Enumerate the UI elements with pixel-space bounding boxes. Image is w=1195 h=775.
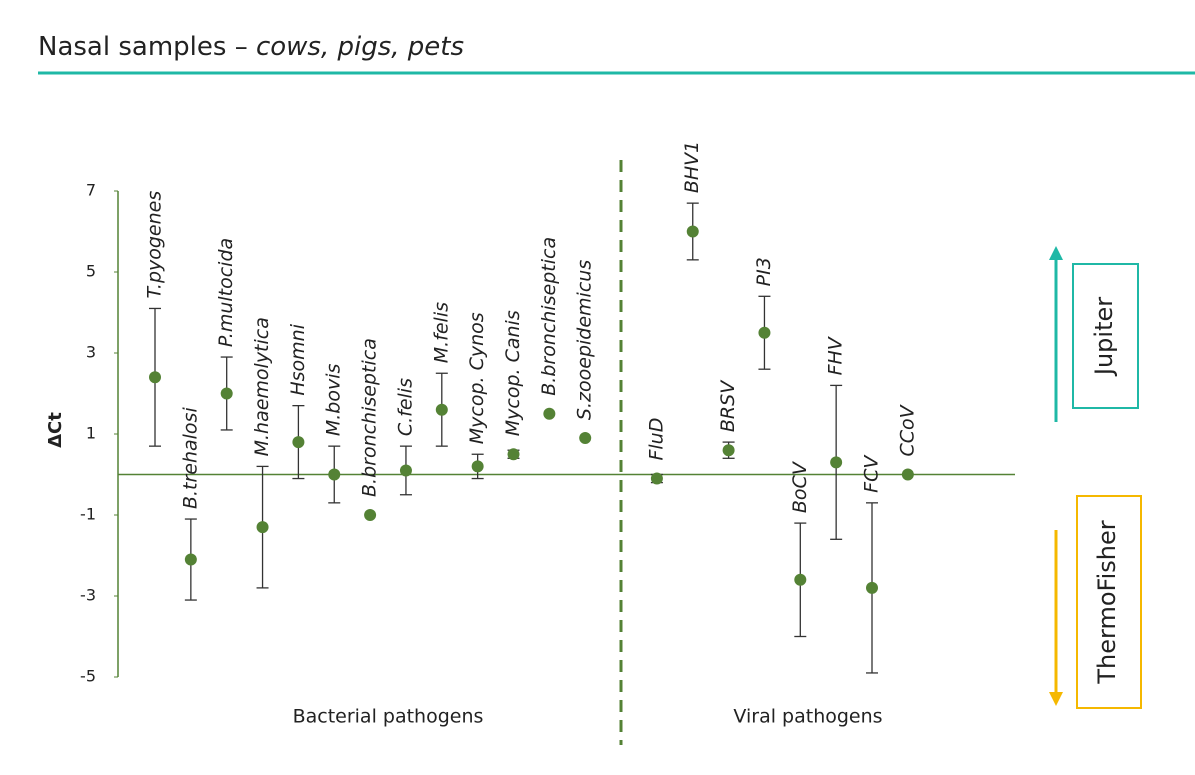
category-label: P.multocida — [215, 238, 237, 347]
y-tick-label: -5 — [80, 667, 96, 686]
category-label: B.trehalosi — [179, 407, 201, 510]
category-label: Mycop. Canis — [502, 310, 524, 436]
category-label: Mycop. Cynos — [466, 312, 488, 444]
category-label: FHV — [825, 335, 847, 375]
group-label: Bacterial pathogens — [293, 706, 484, 728]
data-point — [543, 407, 556, 420]
down-arrowhead — [1049, 692, 1063, 706]
data-point — [220, 387, 233, 400]
y-tick-label: 1 — [86, 424, 96, 443]
up-label: Jupiter — [1090, 297, 1118, 377]
data-point — [901, 468, 914, 481]
down-box — [1076, 495, 1142, 709]
category-label: B.bronchiseptica — [359, 338, 381, 497]
category-label: Hsomni — [287, 323, 309, 395]
data-point — [364, 509, 377, 521]
up-box — [1072, 263, 1139, 409]
data-point — [435, 403, 448, 416]
title-main: Nasal samples – — [38, 32, 256, 62]
y-tick-label: -1 — [80, 505, 96, 524]
category-label: M.felis — [430, 302, 452, 363]
data-point — [184, 553, 197, 566]
category-label: PI3 — [753, 257, 775, 286]
title-emphasis: cows, pigs, pets — [256, 32, 464, 62]
data-point — [758, 326, 771, 339]
data-point — [686, 225, 699, 238]
category-label: T.pyogenes — [144, 191, 166, 299]
up-arrowhead — [1049, 246, 1063, 260]
data-point — [579, 432, 592, 445]
category-label: BoCV — [789, 460, 811, 513]
data-point — [650, 472, 663, 485]
data-point — [292, 436, 305, 449]
category-label: B.bronchiseptica — [538, 237, 560, 396]
data-point — [471, 460, 484, 473]
data-point — [256, 521, 269, 534]
data-point — [830, 456, 843, 469]
data-point — [399, 464, 412, 477]
data-point — [328, 468, 341, 481]
group-label: Viral pathogens — [733, 706, 882, 728]
category-label: C.felis — [394, 378, 416, 436]
down-label: ThermoFisher — [1093, 520, 1121, 684]
y-tick-label: -3 — [80, 586, 96, 605]
y-tick-label: 3 — [86, 343, 96, 362]
data-point — [507, 448, 520, 461]
data-point — [149, 371, 161, 384]
category-label: CCoV — [896, 403, 918, 456]
data-point — [722, 444, 735, 457]
y-tick-label: 7 — [86, 181, 96, 200]
data-point — [866, 581, 878, 594]
category-label: M.bovis — [323, 364, 345, 437]
category-label: FluD — [645, 418, 667, 461]
y-tick-label: 5 — [86, 262, 96, 281]
category-label: BHV1 — [681, 141, 703, 193]
y-axis-label: ΔCt — [45, 412, 66, 448]
category-label: M.haemolytica — [251, 317, 273, 456]
category-label: S.zooepidemicus — [574, 260, 596, 420]
category-label: BRSV — [717, 379, 739, 432]
chart-title: Nasal samples – cows, pigs, pets — [38, 32, 464, 62]
category-label: FCV — [861, 454, 883, 493]
data-point — [794, 573, 807, 586]
